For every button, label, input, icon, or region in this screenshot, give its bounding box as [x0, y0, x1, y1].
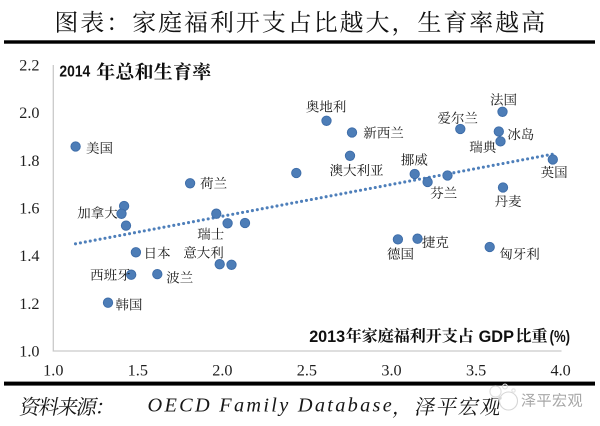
svg-text:GDP: GDP	[479, 328, 514, 346]
svg-text:2014: 2014	[59, 64, 90, 81]
svg-text:4.0: 4.0	[550, 362, 570, 380]
svg-text:2.2: 2.2	[19, 57, 39, 75]
svg-text:1.5: 1.5	[128, 362, 148, 380]
svg-text:2.0: 2.0	[19, 104, 39, 122]
svg-text:2013: 2013	[309, 328, 345, 346]
svg-text:1.0: 1.0	[19, 343, 39, 361]
svg-text:(%): (%)	[550, 327, 570, 346]
svg-text:1.2: 1.2	[19, 295, 39, 313]
svg-text:1.4: 1.4	[19, 247, 39, 265]
svg-text:1.0: 1.0	[43, 362, 63, 380]
svg-text:3.5: 3.5	[466, 362, 486, 380]
svg-text:2.0: 2.0	[212, 362, 232, 380]
svg-text:3.0: 3.0	[381, 362, 401, 380]
svg-text:1.6: 1.6	[19, 200, 39, 218]
svg-text:OECD Family Database: OECD Family Database	[148, 395, 395, 417]
svg-text:1.8: 1.8	[19, 152, 39, 170]
svg-text:2.5: 2.5	[297, 362, 317, 380]
